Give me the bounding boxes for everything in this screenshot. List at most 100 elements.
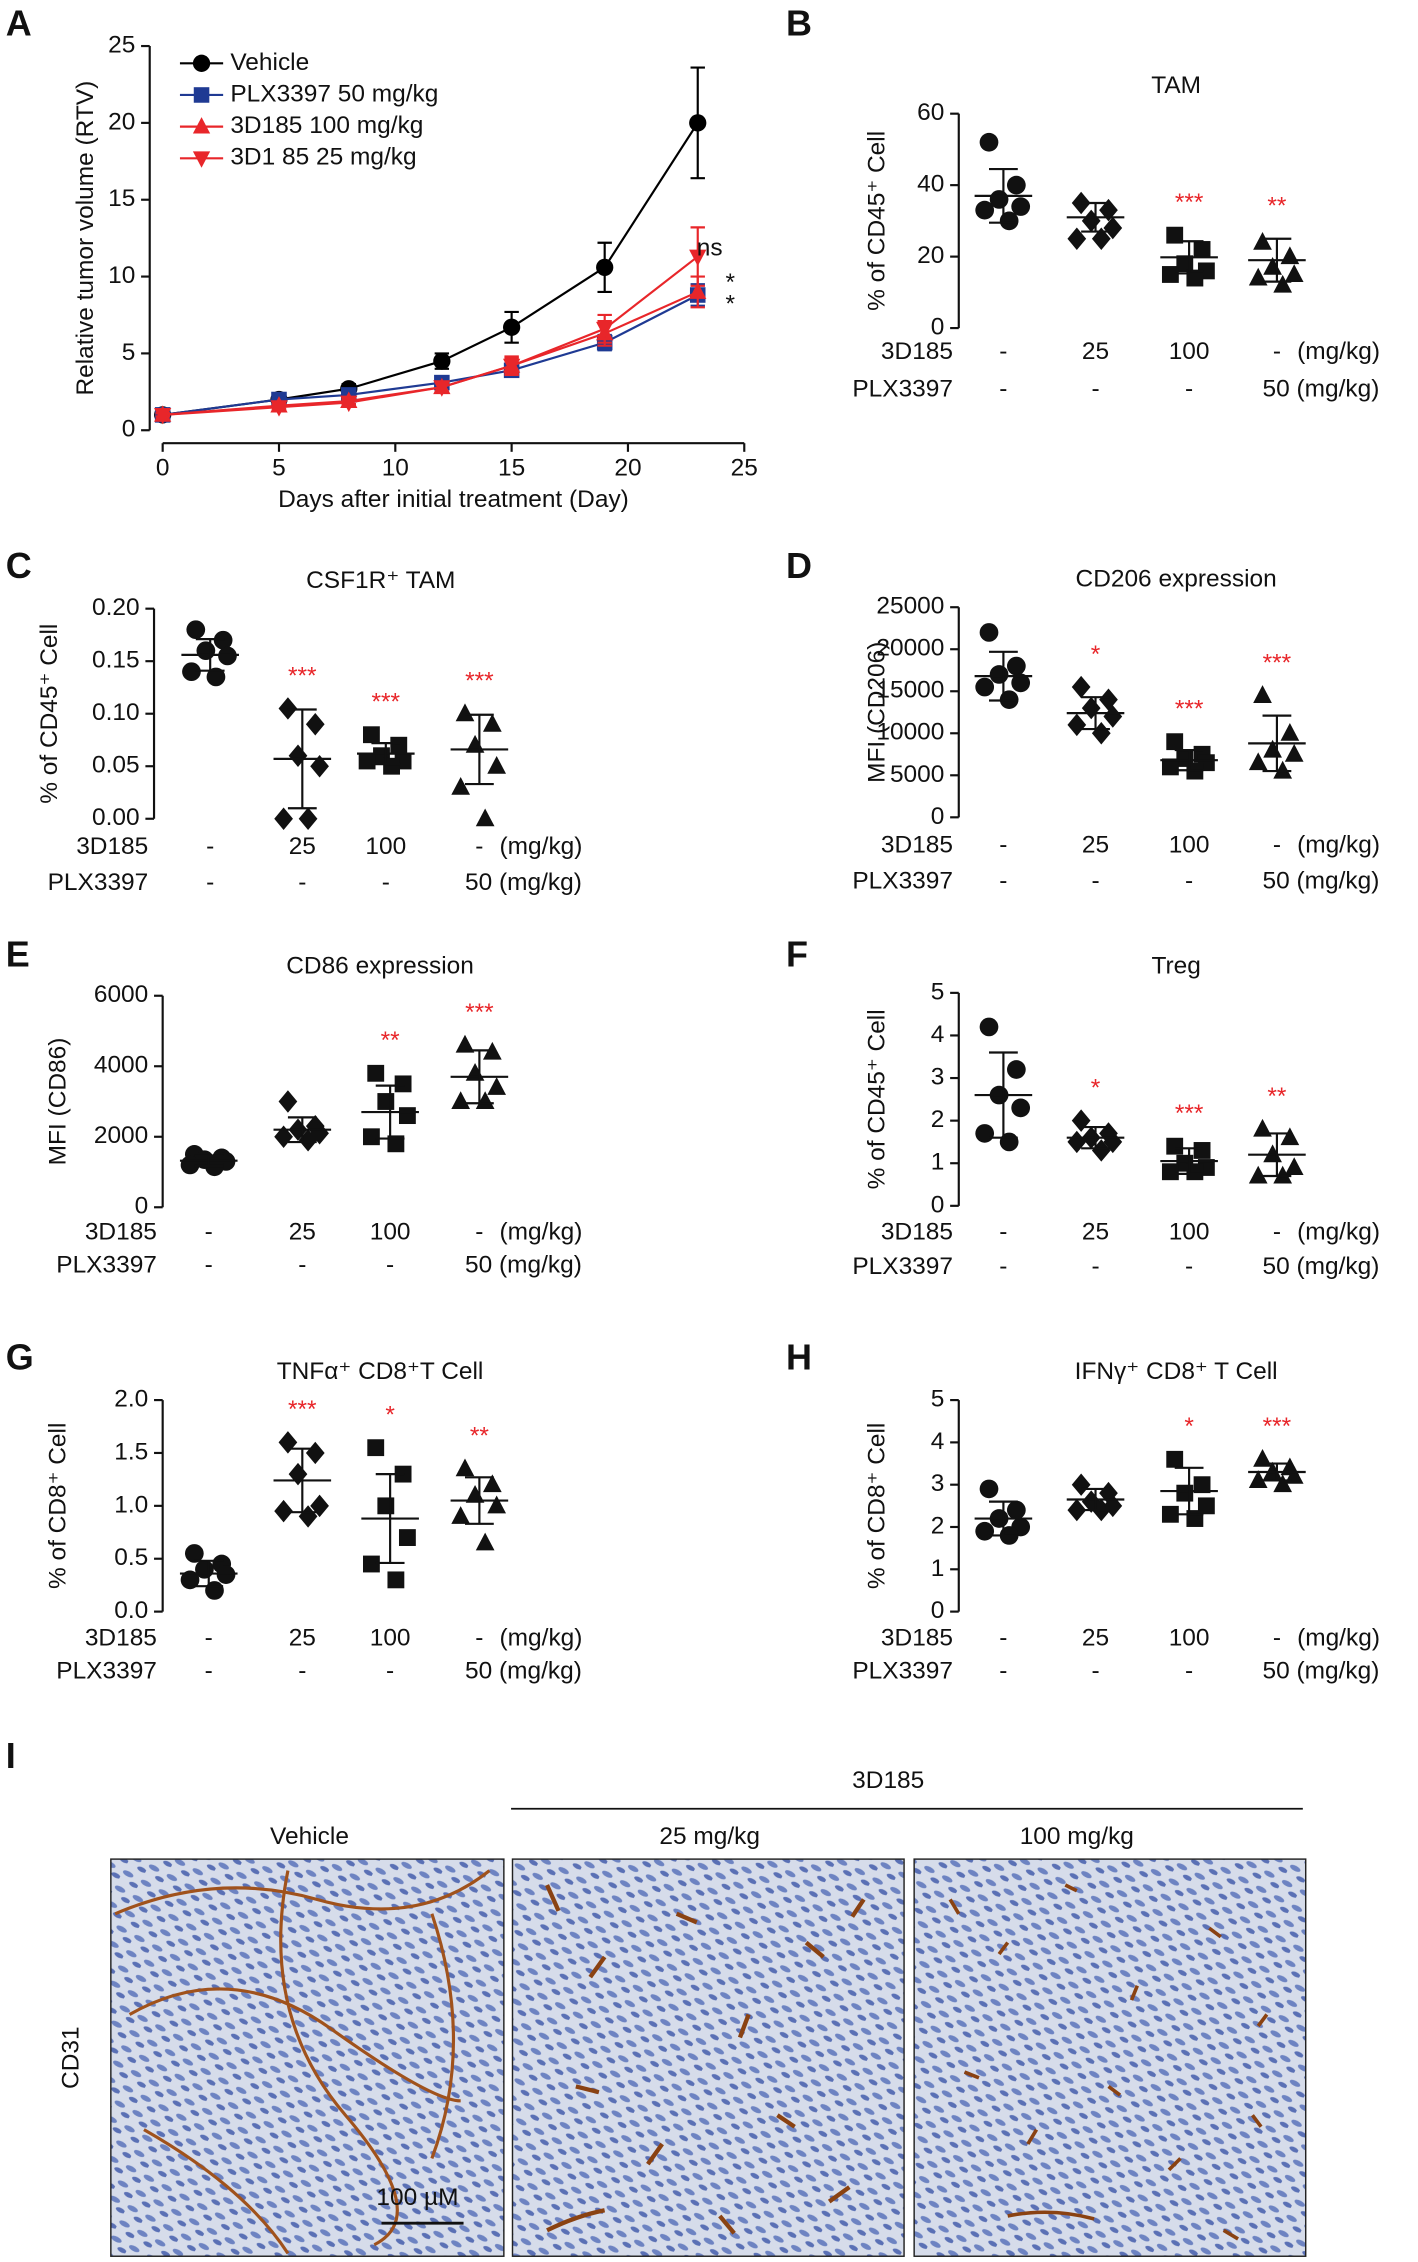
y-axis-label: % of CD45⁺ Cell xyxy=(36,624,63,804)
marker xyxy=(383,757,400,775)
y-tick-label: 0 xyxy=(931,1597,945,1624)
significance: *** xyxy=(465,668,494,695)
y-tick-label: 25 xyxy=(108,32,135,59)
marker xyxy=(1280,1127,1300,1146)
marker xyxy=(455,703,475,722)
y-tick-label: 0 xyxy=(931,314,945,341)
marker xyxy=(487,1495,507,1514)
row-cell: 100 xyxy=(1169,338,1210,365)
marker xyxy=(1091,227,1111,250)
y-tick-label: 3 xyxy=(931,1470,945,1497)
row-label: CD31 xyxy=(57,2026,84,2089)
row-cell: 100 xyxy=(370,1624,411,1651)
y-tick-label: 4 xyxy=(931,1021,945,1048)
panel-letter: E xyxy=(6,933,30,974)
y-axis-label: MFI (CD86) xyxy=(44,1038,71,1166)
y-tick-label: 0.20 xyxy=(92,594,140,621)
marker xyxy=(455,1458,475,1477)
row-cell: - xyxy=(205,1252,213,1279)
row-cell: 25 xyxy=(1082,1219,1109,1246)
row-cell: - xyxy=(999,1219,1007,1246)
marker xyxy=(1166,226,1184,244)
row-cell: - xyxy=(298,1658,306,1685)
y-tick-label: 2.0 xyxy=(114,1386,148,1413)
y-tick-label: 5 xyxy=(931,978,945,1005)
marker xyxy=(398,1107,416,1125)
y-tick-label: 0 xyxy=(135,1193,149,1220)
micrograph xyxy=(110,1858,505,2257)
y-tick-label: 1.0 xyxy=(114,1491,148,1518)
row-label: PLX3397 xyxy=(852,1658,953,1685)
row-cell: - xyxy=(1185,1658,1193,1685)
series-line xyxy=(162,294,699,416)
y-tick-label: 1.5 xyxy=(114,1438,148,1465)
row-cell: 50 (mg/kg) xyxy=(465,1252,582,1279)
significance: ** xyxy=(470,1423,490,1450)
y-tick-label: 0.05 xyxy=(92,752,140,779)
marker xyxy=(689,114,707,132)
sd-bar xyxy=(1081,1487,1110,1512)
row-unit: (mg/kg) xyxy=(1297,1624,1380,1651)
marker xyxy=(989,665,1009,684)
group-label: 3D185 xyxy=(852,1767,924,1794)
y-tick-label: 20 xyxy=(108,108,135,135)
marker xyxy=(1197,1497,1215,1515)
sd-bar xyxy=(1174,1147,1204,1175)
row-cell: - xyxy=(999,338,1007,365)
y-tick-label: 0 xyxy=(931,803,945,830)
x-tick-label: 25 xyxy=(731,455,758,482)
marker xyxy=(192,151,211,168)
row-unit: (mg/kg) xyxy=(1297,832,1380,859)
marker xyxy=(1253,685,1272,703)
chart-title: CD206 expression xyxy=(1076,565,1277,592)
y-tick-label: 0 xyxy=(931,1191,945,1218)
marker xyxy=(455,1034,475,1053)
marker xyxy=(465,1063,485,1081)
panel-letter: A xyxy=(6,2,32,43)
marker xyxy=(305,712,325,736)
micrograph xyxy=(913,1858,1307,2257)
row-cell: 100 xyxy=(1169,832,1210,859)
row-cell: 50 (mg/kg) xyxy=(1263,1253,1380,1280)
y-tick-label: 20000 xyxy=(876,635,944,662)
marker xyxy=(1071,1473,1091,1496)
row-label: PLX3397 xyxy=(852,375,953,402)
x-tick-label: 15 xyxy=(498,455,525,482)
marker xyxy=(451,1506,471,1524)
y-tick-label: 5 xyxy=(122,339,136,366)
marker xyxy=(367,1439,385,1457)
sd-bar xyxy=(1262,1462,1292,1482)
marker xyxy=(1193,1476,1211,1494)
row-cell: - xyxy=(206,869,214,896)
marker xyxy=(182,662,201,682)
marker xyxy=(1161,758,1179,776)
marker xyxy=(1176,1484,1194,1502)
row-cell: 50 (mg/kg) xyxy=(1263,868,1380,895)
marker xyxy=(377,1093,395,1110)
marker xyxy=(193,87,210,103)
marker xyxy=(1193,241,1211,258)
marker xyxy=(1280,246,1300,265)
row-unit: (mg/kg) xyxy=(1297,338,1380,365)
marker xyxy=(180,1570,200,1590)
marker xyxy=(689,282,707,299)
y-tick-label: 6000 xyxy=(94,981,148,1008)
marker xyxy=(975,1124,995,1143)
row-cell: - xyxy=(1273,338,1281,365)
sd-bar xyxy=(1081,1125,1110,1150)
sd-bar xyxy=(989,650,1018,702)
y-tick-label: 40 xyxy=(917,171,944,198)
sd-bar xyxy=(195,638,225,672)
marker xyxy=(154,407,172,425)
marker xyxy=(362,726,380,744)
marker xyxy=(1166,1137,1184,1155)
row-cell: - xyxy=(382,869,390,896)
significance: *** xyxy=(1263,1413,1292,1440)
chart-title: CD86 expression xyxy=(286,952,474,979)
marker xyxy=(596,258,614,276)
sd-bar xyxy=(1081,696,1110,731)
marker xyxy=(1161,1505,1179,1523)
row-cell: - xyxy=(1091,1658,1099,1685)
marker xyxy=(1067,1130,1087,1154)
marker xyxy=(196,641,216,661)
